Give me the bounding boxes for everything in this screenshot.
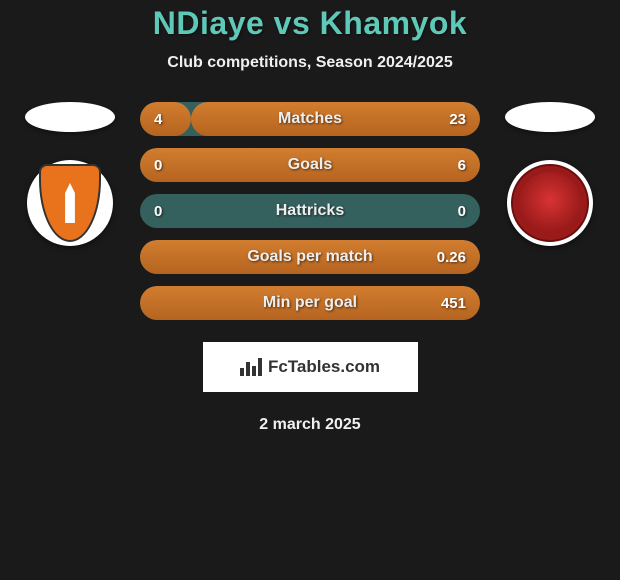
shield-icon bbox=[511, 164, 589, 242]
stats-column: 4Matches230Goals60Hattricks0Goals per ma… bbox=[140, 102, 480, 320]
brand-label: FcTables.com bbox=[268, 357, 380, 377]
player-photo-right bbox=[505, 102, 595, 132]
subtitle: Club competitions, Season 2024/2025 bbox=[0, 54, 620, 72]
page-title: NDiaye vs Khamyok bbox=[0, 5, 620, 42]
stat-value-right: 0.26 bbox=[426, 249, 466, 266]
player-photo-left bbox=[25, 102, 115, 132]
stat-label: Goals bbox=[194, 156, 426, 174]
right-player-col bbox=[500, 102, 600, 246]
left-player-col bbox=[20, 102, 120, 246]
stat-value-left: 4 bbox=[154, 111, 194, 128]
shield-icon bbox=[39, 164, 101, 242]
stat-label: Min per goal bbox=[194, 294, 426, 312]
stat-value-right: 23 bbox=[426, 111, 466, 128]
stat-bar: 0Goals6 bbox=[140, 148, 480, 182]
stat-bar: Min per goal451 bbox=[140, 286, 480, 320]
club-badge-right bbox=[507, 160, 593, 246]
stat-label: Hattricks bbox=[194, 202, 426, 220]
club-badge-left bbox=[27, 160, 113, 246]
stat-value-right: 6 bbox=[426, 157, 466, 174]
main-row: 4Matches230Goals60Hattricks0Goals per ma… bbox=[0, 102, 620, 320]
stat-bar: Goals per match0.26 bbox=[140, 240, 480, 274]
stat-value-left: 0 bbox=[154, 157, 194, 174]
stat-bar: 0Hattricks0 bbox=[140, 194, 480, 228]
stat-value-right: 451 bbox=[426, 295, 466, 312]
brand-box[interactable]: FcTables.com bbox=[203, 342, 418, 392]
chart-icon bbox=[240, 358, 262, 376]
stat-bar: 4Matches23 bbox=[140, 102, 480, 136]
comparison-widget: NDiaye vs Khamyok Club competitions, Sea… bbox=[0, 0, 620, 434]
stat-value-right: 0 bbox=[426, 203, 466, 220]
stat-label: Matches bbox=[194, 110, 426, 128]
stat-label: Goals per match bbox=[194, 248, 426, 266]
date-label: 2 march 2025 bbox=[0, 416, 620, 434]
stat-value-left: 0 bbox=[154, 203, 194, 220]
